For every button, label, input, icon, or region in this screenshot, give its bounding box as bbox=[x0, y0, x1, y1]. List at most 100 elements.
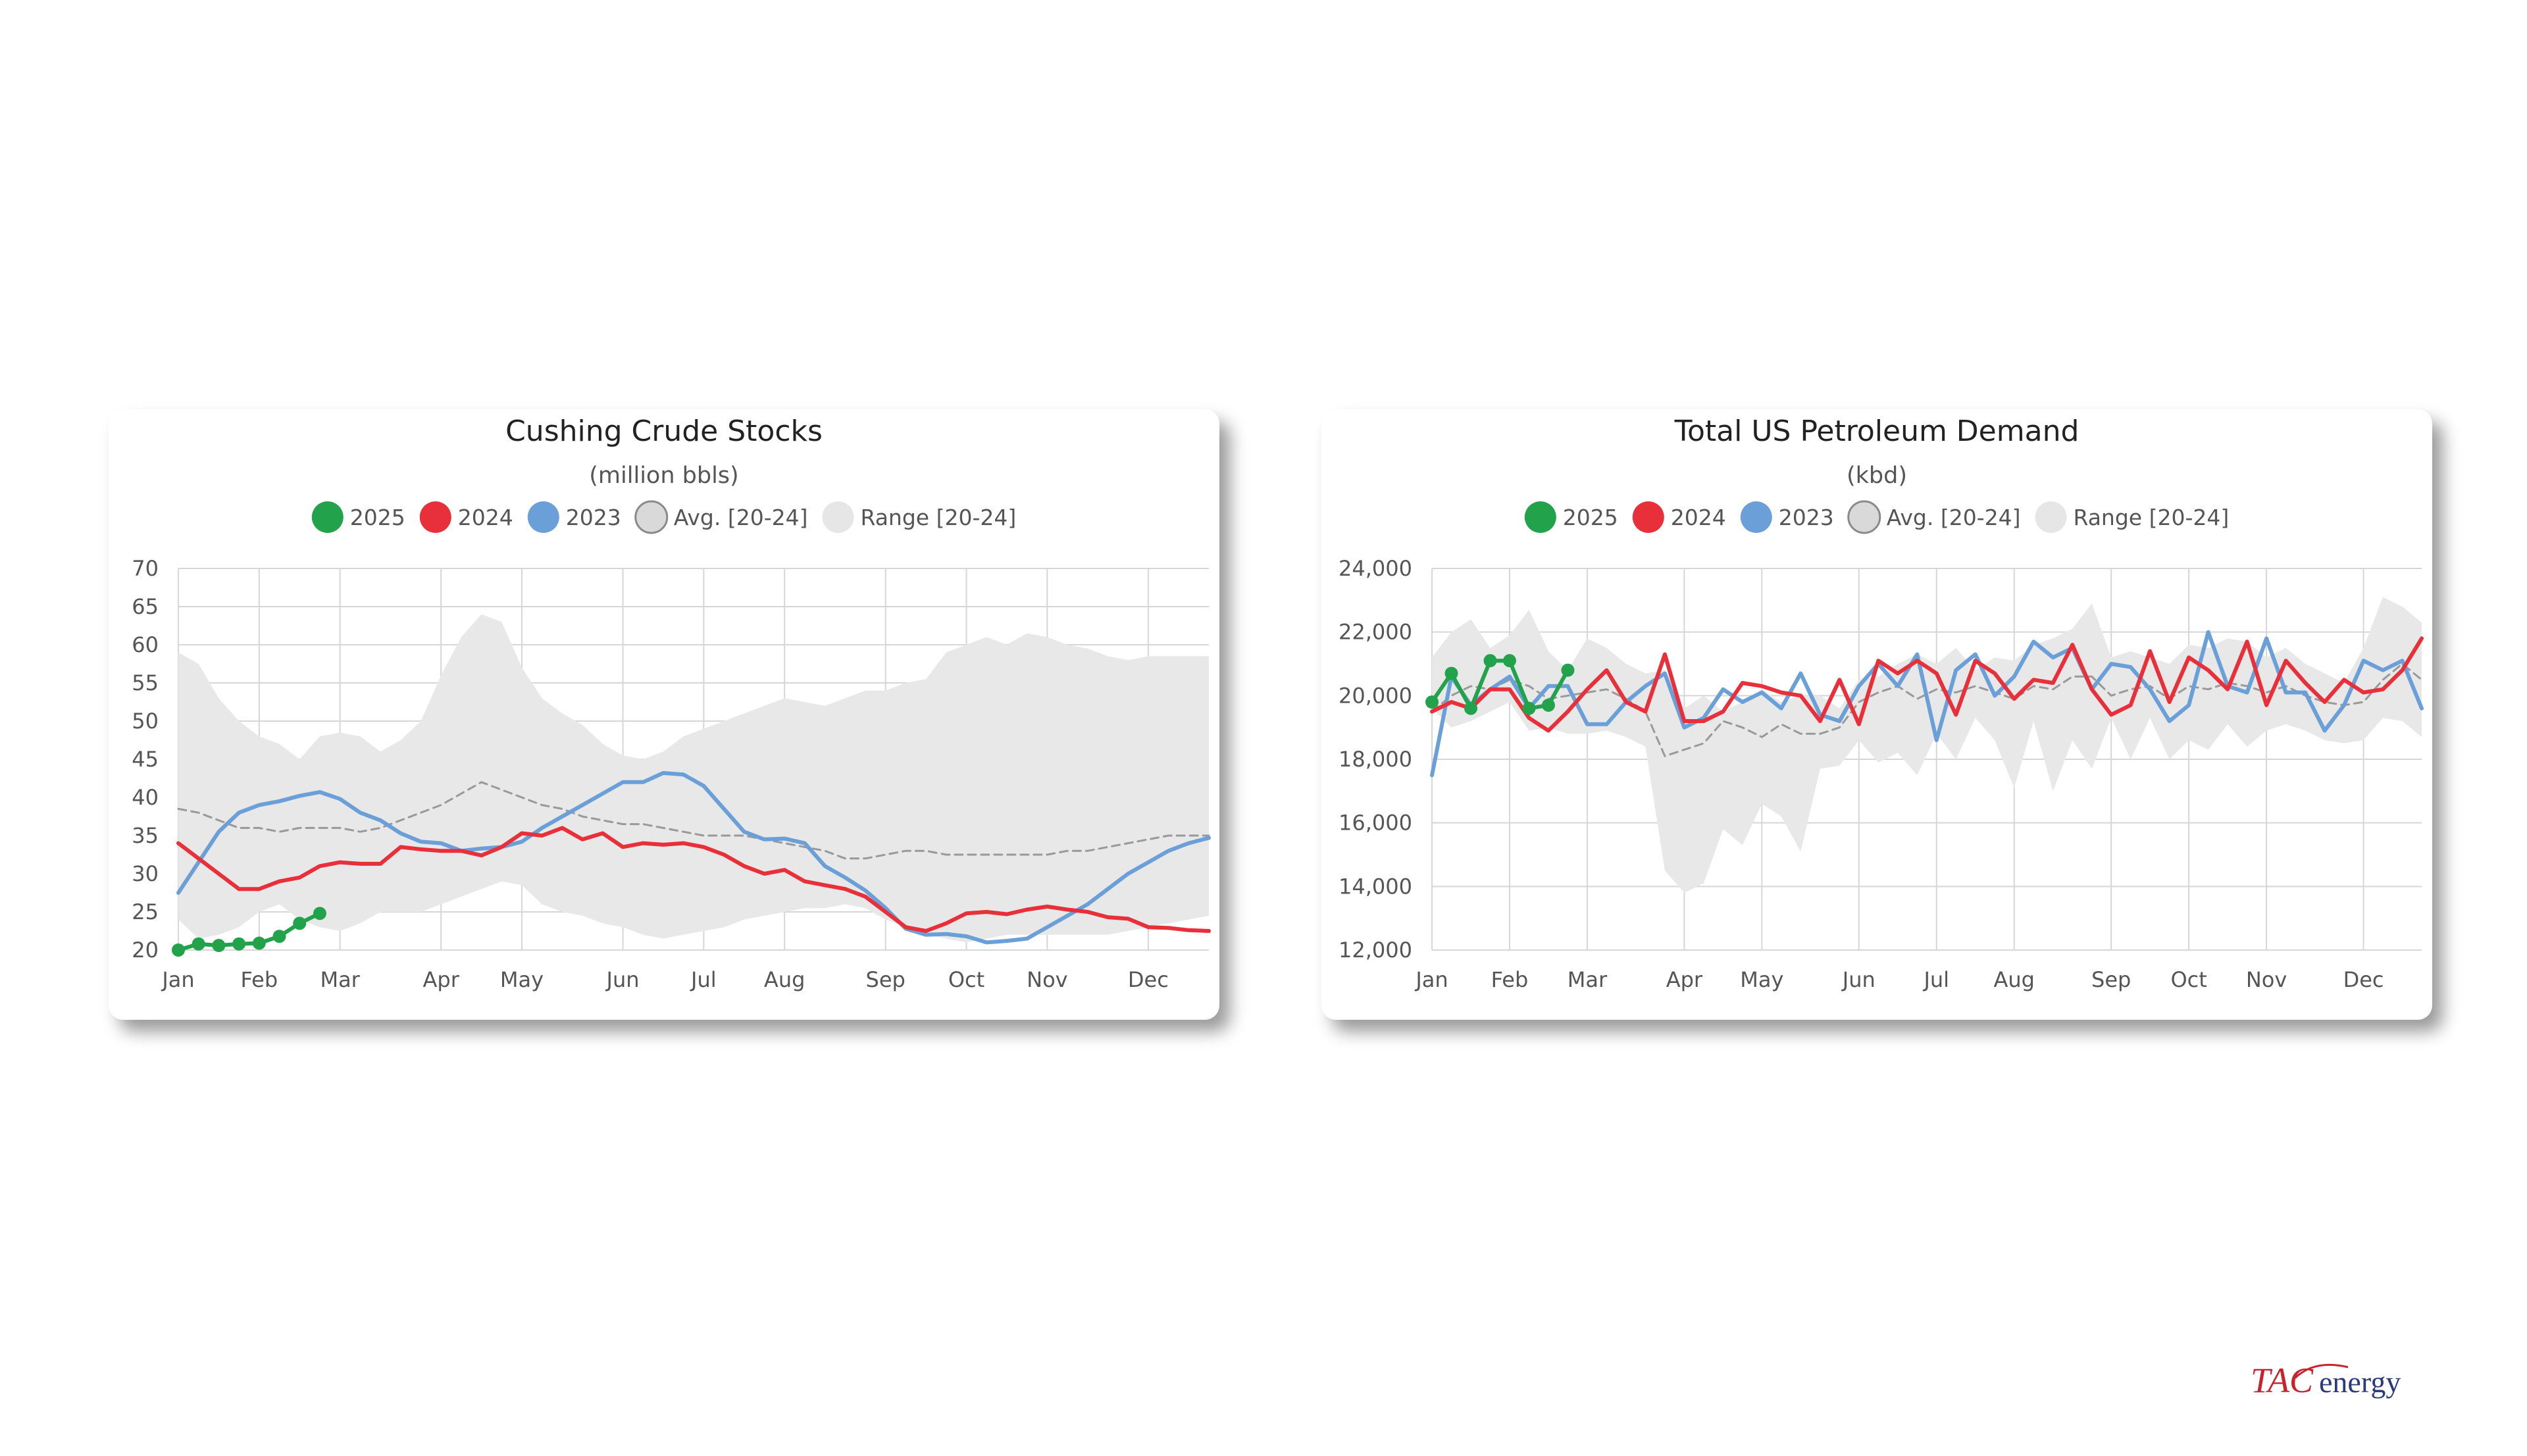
series-line-2023 bbox=[176, 770, 1211, 945]
data-point bbox=[293, 916, 307, 930]
legend-item-2024[interactable]: 2024 bbox=[1632, 501, 1726, 533]
x-tick-label: Jan bbox=[1414, 967, 1448, 992]
y-tick-label: 16,000 bbox=[1339, 811, 1412, 836]
y-tick-label: 60 bbox=[132, 632, 159, 657]
y-tick-label: 18,000 bbox=[1339, 747, 1412, 772]
legend-item-avg-20-24[interactable]: Avg. [20-24] bbox=[634, 500, 808, 534]
chart-legend[interactable]: 2025 2024 2023 Avg. [20-24] Range [20-24] bbox=[311, 500, 1017, 534]
range-band bbox=[1432, 597, 2422, 893]
legend-swatch bbox=[2035, 501, 2067, 533]
data-point bbox=[1425, 695, 1439, 709]
y-tick-label: 30 bbox=[132, 861, 159, 886]
y-tick-label: 65 bbox=[132, 594, 159, 619]
tac-energy-logo: TAC energy bbox=[2251, 1361, 2401, 1400]
data-point bbox=[232, 937, 246, 951]
x-tick-label: Apr bbox=[422, 967, 459, 992]
series-line-2024 bbox=[176, 826, 1211, 933]
x-tick-label: Jun bbox=[1841, 967, 1876, 992]
y-tick-label: 12,000 bbox=[1339, 938, 1412, 963]
legend-swatch bbox=[527, 501, 559, 533]
chart-legend[interactable]: 2025 2024 2023 Avg. [20-24] Range [20-24] bbox=[1524, 500, 2230, 534]
legend-label: Range [20-24] bbox=[861, 505, 1017, 530]
data-point bbox=[172, 943, 185, 957]
chart-card-demand: Total US Petroleum Demand (kbd) 2025 2024… bbox=[1321, 409, 2432, 1020]
x-tick-label: Dec bbox=[1128, 967, 1169, 992]
data-point bbox=[1522, 701, 1536, 715]
y-tick-label: 14,000 bbox=[1339, 874, 1412, 899]
legend-swatch bbox=[634, 500, 669, 534]
x-tick-label: Aug bbox=[764, 967, 805, 992]
demand-chart: Total US Petroleum Demand (kbd) 2025 2024… bbox=[1339, 414, 2424, 992]
y-tick-label: 40 bbox=[132, 785, 159, 810]
x-tick-label: Jun bbox=[605, 967, 640, 992]
legend-item-2023[interactable]: 2023 bbox=[527, 501, 621, 533]
y-tick-label: 24,000 bbox=[1339, 556, 1412, 581]
series-line-avg-20-24 bbox=[177, 781, 1210, 860]
series-layer bbox=[1425, 630, 2424, 778]
legend-label: Avg. [20-24] bbox=[674, 505, 808, 530]
x-tick-label: Apr bbox=[1666, 967, 1703, 992]
chart-card-cushing: Cushing Crude Stocks (million bbls) 2025… bbox=[109, 409, 1219, 1020]
x-tick-label: Jul bbox=[690, 967, 717, 992]
chart-title: Total US Petroleum Demand bbox=[1674, 414, 2080, 448]
data-point bbox=[313, 907, 326, 920]
legend-item-range-20-24[interactable]: Range [20-24] bbox=[822, 501, 1017, 533]
data-point bbox=[1502, 654, 1516, 668]
legend-swatch bbox=[1632, 501, 1664, 533]
x-tick-label: Jul bbox=[1922, 967, 1949, 992]
legend-label: 2023 bbox=[1779, 505, 1834, 530]
legend-label: Avg. [20-24] bbox=[1887, 505, 2021, 530]
x-tick-label: Sep bbox=[866, 967, 906, 992]
legend-swatch bbox=[822, 501, 854, 533]
x-tick-label: Dec bbox=[2343, 967, 2384, 992]
data-point bbox=[1483, 654, 1497, 668]
x-tick-label: May bbox=[1740, 967, 1783, 992]
logo-tac-text: TAC bbox=[2251, 1361, 2314, 1400]
logo-swoosh bbox=[2294, 1363, 2349, 1379]
data-point bbox=[212, 939, 226, 953]
cushing-chart: Cushing Crude Stocks (million bbls) 2025… bbox=[132, 414, 1211, 992]
x-tick-label: Oct bbox=[2170, 967, 2207, 992]
legend-item-range-20-24[interactable]: Range [20-24] bbox=[2035, 501, 2230, 533]
data-point bbox=[1561, 663, 1575, 677]
legend-label: 2024 bbox=[458, 505, 513, 530]
x-tick-label: Sep bbox=[2091, 967, 2131, 992]
logo-energy-text: energy bbox=[2319, 1365, 2401, 1399]
range-band-layer bbox=[1432, 597, 2422, 893]
chart-title: Cushing Crude Stocks bbox=[505, 414, 823, 448]
x-tick-label: Jan bbox=[161, 967, 194, 992]
legend-label: 2025 bbox=[1563, 505, 1618, 530]
y-tick-label: 45 bbox=[132, 747, 159, 772]
legend-label: Range [20-24] bbox=[2074, 505, 2230, 530]
legend-item-2023[interactable]: 2023 bbox=[1740, 501, 1834, 533]
legend-swatch bbox=[419, 501, 451, 533]
y-tick-label: 25 bbox=[132, 899, 159, 924]
legend-item-2025[interactable]: 2025 bbox=[311, 501, 405, 533]
legend-swatch bbox=[1524, 501, 1556, 533]
legend-item-2025[interactable]: 2025 bbox=[1524, 501, 1618, 533]
y-tick-label: 35 bbox=[132, 823, 159, 848]
data-point bbox=[252, 936, 266, 950]
legend-label: 2024 bbox=[1671, 505, 1726, 530]
legend-swatch bbox=[311, 501, 344, 533]
chart-subtitle: (million bbls) bbox=[589, 463, 738, 489]
x-tick-label: Mar bbox=[1568, 967, 1608, 992]
data-point bbox=[191, 937, 205, 951]
y-tick-label: 20 bbox=[132, 938, 159, 963]
data-point bbox=[1444, 666, 1458, 680]
x-tick-label: Mar bbox=[320, 967, 360, 992]
grid bbox=[1431, 568, 2422, 951]
series-layer bbox=[172, 770, 1211, 957]
y-tick-label: 50 bbox=[132, 709, 159, 734]
x-tick-label: Nov bbox=[2246, 967, 2287, 992]
legend-item-avg-20-24[interactable]: Avg. [20-24] bbox=[1847, 500, 2021, 534]
data-point bbox=[1541, 698, 1555, 712]
legend-item-2024[interactable]: 2024 bbox=[419, 501, 513, 533]
x-tick-label: May bbox=[500, 967, 544, 992]
data-point bbox=[1464, 701, 1477, 715]
legend-swatch bbox=[1740, 501, 1772, 533]
data-point bbox=[272, 930, 286, 943]
x-tick-label: Oct bbox=[948, 967, 984, 992]
y-tick-label: 55 bbox=[132, 670, 159, 695]
